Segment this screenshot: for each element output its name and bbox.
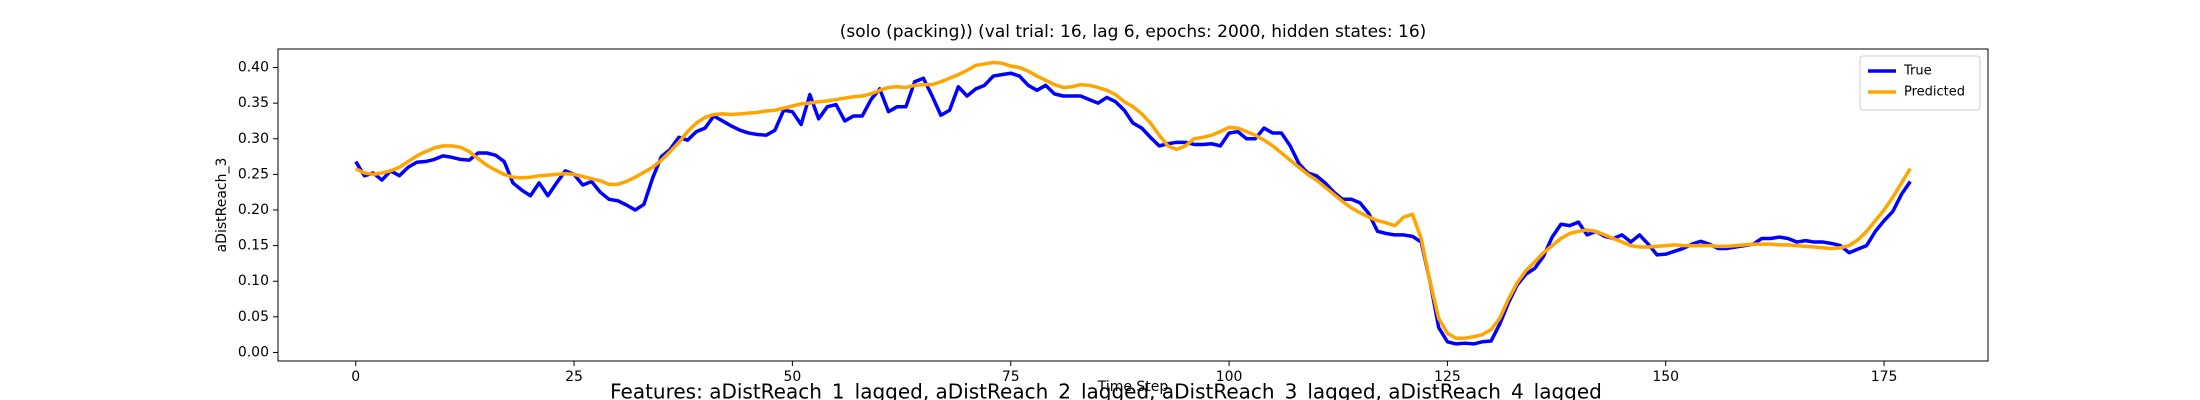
chart-title: (solo (packing)) (val trial: 16, lag 6, … (840, 22, 1427, 42)
y-tick-label: 0.00 (238, 344, 269, 360)
x-axis-label: Time Step (1097, 379, 1169, 395)
series-line (354, 60, 1912, 340)
x-tick-label: 150 (1652, 369, 1679, 385)
x-tick-label: 125 (1434, 369, 1461, 385)
x-tick-label: 0 (351, 369, 360, 385)
x-tick-label: 50 (783, 369, 801, 385)
x-tick-label: 75 (1002, 369, 1020, 385)
y-tick-label: 0.40 (238, 60, 269, 76)
y-tick-label: 0.05 (238, 309, 269, 325)
footnote: Features: aDistReach_1_lagged, aDistReac… (610, 380, 1602, 400)
x-tick-label: 100 (1216, 369, 1243, 385)
y-tick-label: 0.35 (238, 95, 269, 111)
y-tick-label: 0.30 (238, 131, 269, 147)
x-tick-label: 25 (565, 369, 583, 385)
y-tick-label: 0.25 (238, 166, 269, 182)
x-tick-label: 175 (1871, 369, 1898, 385)
legend-label: Predicted (1904, 85, 1965, 100)
y-tick-label: 0.15 (238, 238, 269, 254)
y-axis-label: aDistReach_3 (214, 158, 230, 253)
y-tick-label: 0.10 (238, 273, 269, 289)
legend-label: True (1903, 64, 1932, 79)
plot-frame (277, 48, 1989, 362)
y-tick-label: 0.20 (238, 202, 269, 218)
